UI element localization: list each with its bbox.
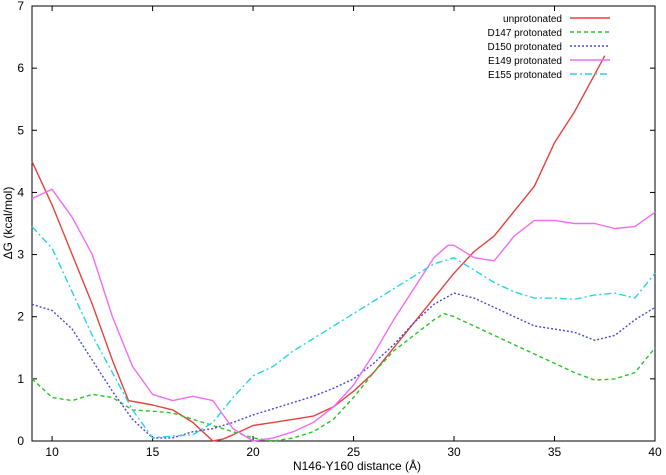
series-line-2 (31, 292, 656, 439)
y-tick-label: 3 (17, 248, 24, 262)
y-tick-label: 1 (17, 372, 24, 386)
y-tick-label: 0 (17, 434, 24, 448)
legend-label-1: D147 protonated (487, 28, 562, 39)
x-tick-label: 10 (45, 445, 59, 459)
plot-frame (31, 5, 656, 442)
y-tick-label: 2 (17, 310, 24, 324)
series-line-1 (31, 312, 656, 442)
series-line-4 (31, 226, 656, 439)
y-tick-label: 6 (17, 61, 24, 75)
series-layer (31, 55, 656, 442)
x-tick-label: 30 (447, 445, 461, 459)
ticks: 10 15 20 25 30 35 40 0 1 2 3 4 5 6 7 (17, 0, 662, 459)
series-line-3 (31, 188, 656, 442)
y-tick-label: 5 (17, 123, 24, 137)
x-tick-label: 20 (246, 445, 260, 459)
legend-label-2: D150 protonated (487, 42, 562, 53)
legend-label-3: E149 protonated (488, 56, 562, 67)
x-tick-label: 25 (347, 445, 361, 459)
x-tick-label: 35 (548, 445, 562, 459)
legend: unprotonated D147 protonated D150 protonat… (487, 14, 610, 81)
x-tick-label: 15 (146, 445, 160, 459)
x-tick-label: 40 (648, 445, 662, 459)
legend-label-4: E155 protonated (488, 70, 562, 81)
series-line-0 (31, 55, 606, 442)
legend-label-0: unprotonated (503, 14, 562, 25)
y-tick-label: 7 (17, 0, 24, 13)
x-axis-label: N146-Y160 distance (Å) (293, 458, 421, 473)
y-axis-label: ΔG (kcal/mol) (1, 187, 15, 260)
y-tick-label: 4 (17, 185, 24, 199)
